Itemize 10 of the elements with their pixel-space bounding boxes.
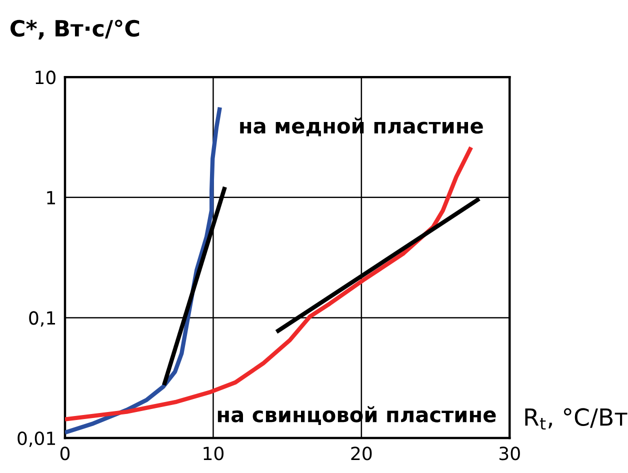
y-tick-label: 0,1 (29, 311, 55, 327)
x-tick-label: 30 (500, 446, 520, 460)
y-tick-label: 10 (36, 70, 56, 84)
y-axis-title: C*, Вт·с/°C (10, 20, 140, 40)
y-tick-label: 0,01 (18, 431, 55, 447)
x-axis-title: R$_{t}$, °C/Вт (525, 408, 628, 430)
x-tick-label: 20 (351, 446, 372, 460)
y-tick-label: 1 (47, 191, 55, 204)
x-tick-label: 0 (60, 446, 70, 460)
x-tick-label: 10 (204, 446, 224, 460)
